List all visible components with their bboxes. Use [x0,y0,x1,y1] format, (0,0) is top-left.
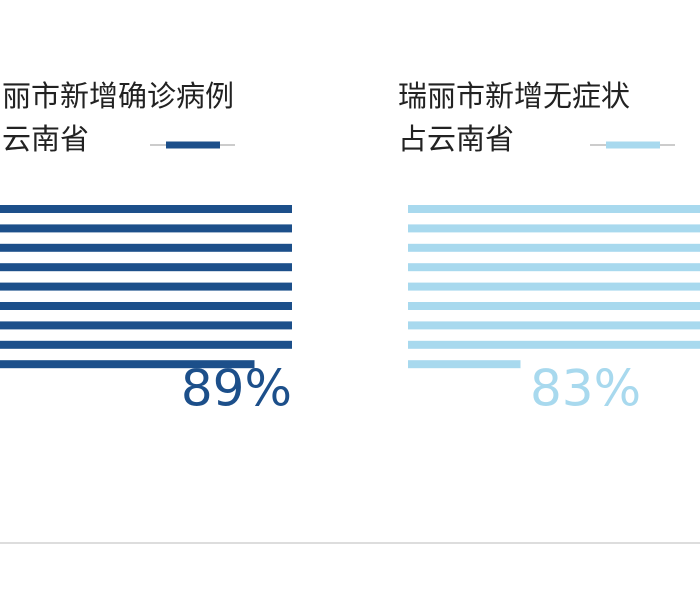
stripe [0,263,292,272]
stripe [0,205,292,213]
stripe [0,302,292,310]
stripe [0,360,255,369]
value-label: 83% [530,360,641,418]
stripe [408,224,700,233]
stripe [408,360,521,369]
stripe [408,340,700,349]
panel-subtitle: 占云南省 [398,122,514,156]
stripe [408,205,700,213]
value-label: 89% [181,360,292,418]
stripe [0,321,292,330]
stripe [408,302,700,310]
stripe [408,243,700,252]
stripe [408,321,700,330]
stripe [408,282,700,291]
panel-subtitle: 云南省 [2,122,89,156]
panel-title: 丽市新增确诊病例 [2,79,234,113]
stripe [0,224,292,233]
panel-title: 瑞丽市新增无症状 [398,79,630,113]
stripe [408,263,700,272]
stripe [0,243,292,252]
stripe [0,282,292,291]
stripe [0,340,292,349]
